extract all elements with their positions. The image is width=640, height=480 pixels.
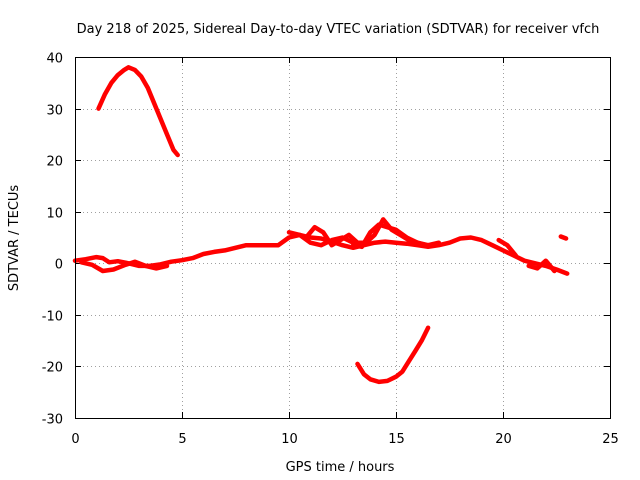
- y-tick-labels: -30 -20 -10 0 10 20 30 40: [42, 52, 63, 428]
- x-tick-label: 25: [602, 432, 619, 447]
- grid: [75, 57, 610, 418]
- x-tick-label: 15: [388, 432, 405, 447]
- x-tick-labels: 0 5 10 15 20 25: [71, 432, 618, 447]
- x-tick-label: 10: [281, 432, 298, 447]
- y-tick-label: 30: [46, 104, 63, 119]
- y-axis-label: SDTVAR / TECUs: [7, 185, 22, 292]
- chart-title: Day 218 of 2025, Sidereal Day-to-day VTE…: [77, 22, 600, 37]
- series-main-trace-e: [350, 222, 442, 250]
- y-tick-label: -10: [42, 310, 63, 325]
- series-fragment: [558, 234, 569, 241]
- y-tick-label: 0: [55, 258, 63, 273]
- series-layer: [72, 65, 570, 385]
- series-main-trace-g: [526, 258, 557, 274]
- y-tick-label: 20: [46, 155, 63, 170]
- y-tick-label: -20: [42, 361, 63, 376]
- x-tick-label: 0: [71, 432, 79, 447]
- x-axis-label: GPS time / hours: [286, 460, 395, 475]
- y-tick-label: 10: [46, 207, 63, 222]
- y-tick-label: 40: [46, 52, 63, 67]
- series-arc-high-early: [96, 65, 180, 158]
- y-tick-label: -30: [42, 413, 63, 428]
- series-main-trace-f: [496, 237, 519, 258]
- x-tick-label: 20: [495, 432, 512, 447]
- series-arc-low: [355, 325, 431, 385]
- plot-frame: [75, 57, 611, 419]
- x-tick-label: 5: [178, 432, 186, 447]
- series-main-trace-b: [79, 259, 170, 274]
